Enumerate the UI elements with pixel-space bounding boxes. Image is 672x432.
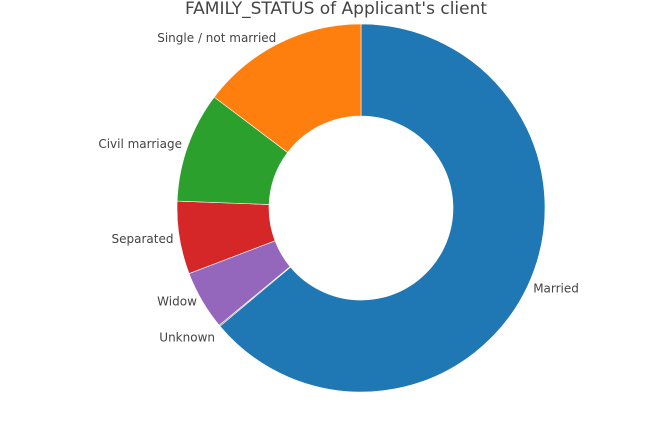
label-married: Married bbox=[533, 281, 579, 295]
label-widow: Widow bbox=[157, 295, 197, 309]
labels-group: Married Unknown Widow Separated Civil marria… bbox=[98, 31, 579, 345]
label-separated: Separated bbox=[112, 232, 174, 246]
label-unknown: Unknown bbox=[159, 331, 215, 345]
slices-group bbox=[176, 23, 546, 393]
label-single-not-married: Single / not married bbox=[157, 31, 276, 45]
slice-married[interactable] bbox=[219, 23, 546, 393]
chart-title: FAMILY_STATUS of Applicant's client bbox=[185, 0, 487, 19]
label-civil-marriage: Civil marriage bbox=[98, 137, 182, 151]
slice-single-not-married[interactable] bbox=[213, 23, 362, 153]
